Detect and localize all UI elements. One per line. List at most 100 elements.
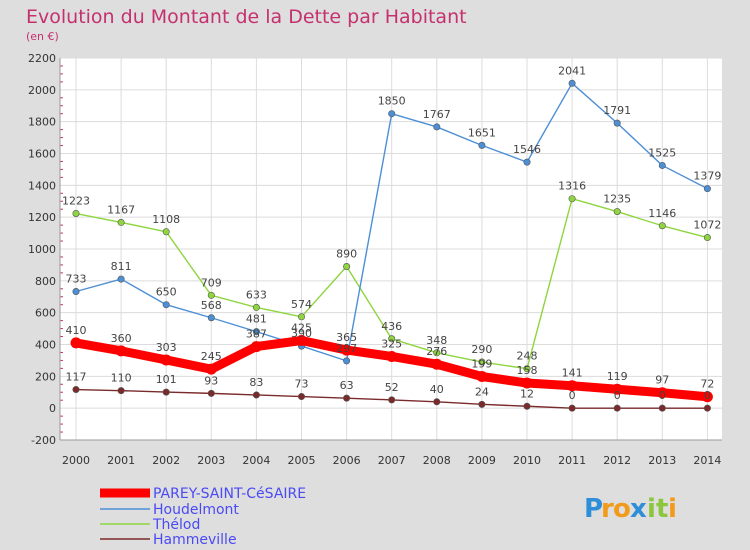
data-point (162, 388, 170, 396)
x-tick-label: 2014 (693, 454, 721, 467)
data-point (72, 210, 80, 218)
data-label: 101 (156, 373, 177, 386)
data-label: 1546 (513, 143, 541, 156)
chart-title: Evolution du Montant de la Dette par Hab… (26, 6, 467, 28)
data-point (388, 110, 396, 118)
grid-lines (60, 57, 722, 441)
data-point (523, 365, 531, 373)
x-tick-label: 2009 (468, 454, 496, 467)
data-point (252, 391, 260, 399)
x-tick-label: 2012 (603, 454, 631, 467)
data-label: 390 (291, 327, 312, 340)
x-tick-label: 2011 (558, 454, 586, 467)
proxiti-logo: Pr o x i t i (584, 494, 677, 524)
data-label: 117 (66, 371, 87, 384)
data-label: 158 (517, 364, 538, 377)
y-tick-label: 400 (35, 339, 56, 352)
data-label: 1223 (62, 195, 90, 208)
logo-letter: r (601, 494, 614, 524)
data-point (523, 402, 531, 410)
data-label: 811 (111, 260, 132, 273)
data-point (568, 404, 576, 412)
data-point (658, 222, 666, 230)
data-label: 633 (246, 288, 267, 301)
x-tick-label: 2005 (288, 454, 316, 467)
data-point (341, 344, 353, 356)
y-tick-label: -200 (31, 434, 56, 447)
data-point (613, 119, 621, 127)
x-tick-label: 2006 (333, 454, 361, 467)
data-point (611, 383, 623, 395)
logo-letter: i (647, 494, 656, 524)
data-point (476, 370, 488, 382)
data-point (478, 141, 486, 149)
data-label: 0 (704, 389, 711, 402)
data-label: 1525 (648, 146, 676, 159)
data-label: 141 (562, 367, 583, 380)
data-point (343, 357, 351, 365)
data-label: 1651 (468, 126, 496, 139)
data-label: 119 (607, 370, 628, 383)
data-point (207, 291, 215, 299)
y-tick-label: 800 (35, 275, 56, 288)
data-point (701, 391, 713, 403)
data-point (703, 234, 711, 242)
legend-label: Hammeville (153, 532, 237, 548)
data-label: 387 (246, 328, 267, 341)
x-tick-label: 2003 (197, 454, 225, 467)
data-label: 425 (291, 322, 312, 335)
data-point (658, 161, 666, 169)
data-label: 12 (520, 387, 534, 400)
data-point (207, 389, 215, 397)
x-tick-label: 2013 (648, 454, 676, 467)
data-label: 93 (204, 374, 218, 387)
x-tick-label: 2008 (423, 454, 451, 467)
data-point (162, 228, 170, 236)
data-label: 110 (111, 372, 132, 385)
data-point (117, 275, 125, 283)
data-label: 1791 (603, 104, 631, 117)
axis-ticks: -200020040060080010001200140016001800200… (28, 52, 722, 467)
data-label: 290 (471, 343, 492, 356)
data-label: 297 (336, 342, 357, 355)
data-label: 73 (295, 378, 309, 391)
data-label: 1108 (152, 213, 180, 226)
data-point (523, 158, 531, 166)
x-tick-label: 2001 (107, 454, 135, 467)
data-point (205, 363, 217, 375)
data-label: 40 (430, 383, 444, 396)
data-point (433, 123, 441, 131)
data-label: 1235 (603, 193, 631, 206)
data-labels: 410 360 303 245 387 425 365 325 276 199 158 141 119 9… (62, 64, 721, 402)
data-label: 650 (156, 286, 177, 299)
chart-subtitle: (en €) (26, 30, 59, 43)
data-label: 733 (66, 272, 87, 285)
data-point (656, 387, 668, 399)
x-tick-label: 2010 (513, 454, 541, 467)
data-label: 0 (569, 389, 576, 402)
data-label: 360 (111, 332, 132, 345)
data-point (115, 345, 127, 357)
data-point (658, 404, 666, 412)
data-point (70, 337, 82, 349)
data-label: 303 (156, 341, 177, 354)
data-point (431, 358, 443, 370)
data-label: 199 (471, 357, 492, 370)
logo-letter: P (584, 494, 603, 524)
data-point (568, 195, 576, 203)
data-label: 325 (381, 337, 402, 350)
data-point (343, 394, 351, 402)
x-tick-label: 2000 (62, 454, 90, 467)
data-label: 83 (249, 376, 263, 389)
data-label: 1146 (648, 207, 676, 220)
data-label: 1072 (693, 219, 721, 232)
data-label: 348 (426, 334, 447, 347)
data-point (613, 208, 621, 216)
legend: PAREY-SAINT-CéSAIREHoudelmontThélodHamme… (100, 486, 306, 548)
data-label: 245 (201, 350, 222, 363)
data-point (117, 387, 125, 395)
data-label: 1767 (423, 108, 451, 121)
data-label: 709 (201, 276, 222, 289)
data-label: 2041 (558, 64, 586, 77)
